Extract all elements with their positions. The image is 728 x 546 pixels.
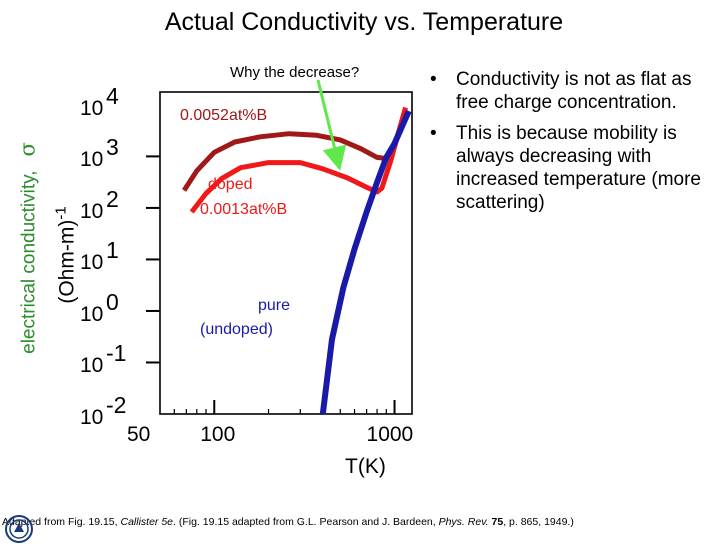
y-tick-base: 10 [80, 148, 104, 172]
y-tick-label: 10 0 [80, 289, 119, 327]
y-tick-exponent: 2 [106, 185, 119, 212]
x-tick-label: 1000 [366, 423, 414, 446]
footnote-text: . (Fig. 19.15 adapted from G.L. Pearson … [173, 516, 439, 528]
annotation-pure: pure [258, 297, 291, 314]
annotation-high-doping: 0.0052at%B [180, 107, 268, 124]
y-tick-base: 10 [80, 251, 104, 275]
plot-frame [159, 91, 413, 415]
x-tick-label: 100 [200, 423, 236, 446]
decrease-arrow [316, 79, 347, 171]
y-tick-base: 10 [80, 354, 104, 378]
y-tick-base: 10 [80, 96, 104, 120]
y-tick-exponent: -1 [106, 340, 127, 367]
y-tick-exponent: -2 [106, 392, 127, 418]
annotation-undoped: (undoped) [200, 321, 273, 338]
bullet-item: Conductivity is not as flat as free char… [422, 68, 722, 114]
y-tick-exponent: 0 [106, 288, 119, 315]
footnote-book: Callister 5e [120, 516, 174, 528]
slide-title: Actual Conductivity vs. Temperature [164, 8, 564, 36]
x-tick-label: 50 [127, 423, 151, 446]
y-tick-label: 10 3 [80, 134, 119, 172]
university-seal-icon [5, 515, 33, 543]
y-tick-base: 10 [80, 406, 104, 429]
y-axis-unit-text: (Ohm-m) [55, 219, 79, 304]
y-tick-base: 10 [80, 199, 104, 223]
y-tick-exponent: 3 [106, 134, 119, 161]
y-axis-quantity-text: electrical conductivity, [18, 170, 40, 354]
footnote-volume: 75 [491, 516, 504, 528]
bullet-list: Conductivity is not as flat as free char… [422, 68, 722, 222]
bullet-item: This is because mobility is always decre… [422, 122, 722, 214]
series-line [319, 109, 412, 415]
y-tick-label: 10 2 [80, 186, 119, 224]
annotation-doped-conc: 0.0013at%B [200, 201, 288, 218]
source-footnote: Adapted from Fig. 19.15, Callister 5e. (… [2, 516, 574, 528]
y-tick-label: 10 4 [80, 83, 119, 121]
sigma-symbol: σ [15, 142, 40, 157]
y-tick-label: 10 -2 [80, 392, 126, 430]
x-axis-label: T(K) [345, 455, 386, 478]
y-tick-label: 10 -1 [80, 340, 126, 378]
footnote-text: , p. 865, 1949.) [503, 516, 574, 528]
y-axis-quantity-label: electrical conductivity, σ [16, 142, 41, 354]
series-group [182, 106, 412, 415]
annotation-question: Why the decrease? [230, 64, 360, 81]
y-tick-label: 10 1 [80, 237, 119, 275]
y-tick-exponent: 1 [106, 237, 119, 264]
annotation-doped: doped [208, 176, 253, 193]
y-axis-unit-label: (Ohm-m)-1 [53, 206, 80, 303]
x-ticks [173, 400, 396, 414]
y-tick-base: 10 [80, 302, 104, 326]
y-ticks [146, 155, 160, 364]
y-tick-exponent: 4 [106, 82, 119, 109]
y-axis-unit-exponent: -1 [52, 206, 70, 220]
footnote-journal: Phys. Rev. [438, 516, 489, 528]
